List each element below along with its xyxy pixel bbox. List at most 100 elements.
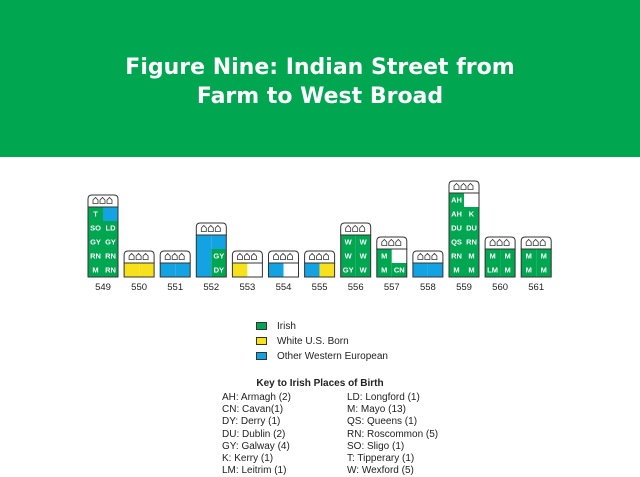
house-554: 554 <box>268 250 299 293</box>
house-outline <box>340 234 372 278</box>
cell-label: AH <box>451 210 462 219</box>
house-number: 551 <box>167 282 183 293</box>
house-cell <box>175 263 191 277</box>
cell-label: M <box>468 252 474 261</box>
house-cell <box>391 249 407 263</box>
house-cell <box>449 221 464 235</box>
house-number: 549 <box>95 282 111 293</box>
chimney-icon <box>237 252 243 260</box>
house-cell <box>211 235 227 249</box>
cell-label: DU <box>466 224 477 233</box>
house-cell <box>449 249 464 263</box>
key-entry: DU: Dublin (2) <box>222 428 286 440</box>
cell-label: M <box>468 266 474 275</box>
house-cell <box>449 235 464 249</box>
house-cell <box>340 263 356 277</box>
house-outline <box>268 262 299 278</box>
chimney-icon <box>388 238 395 246</box>
house-outline <box>484 248 516 278</box>
chimney-icon <box>532 238 539 246</box>
key-entry: SO: Sligo (1) <box>347 440 405 452</box>
house-cell <box>319 263 335 277</box>
cell-label: RN <box>105 252 116 261</box>
house-outline <box>87 206 119 278</box>
house-cell <box>485 249 501 263</box>
house-number: 558 <box>420 282 436 293</box>
house-cell <box>88 207 103 221</box>
cell-label: QS <box>451 238 462 247</box>
house-cell <box>521 263 537 277</box>
chimney-icon <box>164 252 171 260</box>
house-cell <box>340 235 356 249</box>
house-cell <box>464 221 479 235</box>
key-entry: M: Mayo (13) <box>347 404 406 416</box>
key-entry: T: Tipperary (1) <box>347 453 415 465</box>
key-entry: LD: Longford (1) <box>347 392 420 403</box>
cell-label: RN <box>466 238 477 247</box>
house-outline <box>304 262 336 278</box>
key-column-right: LD: Longford (1) M: Mayo (13) QS: Queens… <box>347 392 438 477</box>
house-cell <box>464 193 479 207</box>
chimney-icon <box>171 252 178 260</box>
house-cell <box>211 249 227 263</box>
house-cell <box>464 249 479 263</box>
chimney-icon <box>244 252 250 260</box>
key-title: Key to Irish Places of Birth <box>256 378 384 389</box>
legend-item-us-born: White U.S. Born <box>256 334 388 348</box>
cell-label: RN <box>105 266 116 275</box>
cell-label: DU <box>451 224 462 233</box>
cell-label: AH <box>451 196 462 205</box>
house-outline <box>123 262 155 278</box>
house-552: GY DY 552 <box>195 222 227 293</box>
legend-label-irish: Irish <box>277 320 296 332</box>
house-cell <box>139 263 155 277</box>
house-cell <box>427 263 443 277</box>
house-cell <box>412 263 428 277</box>
key-entry: RN: Roscommon (5) <box>347 428 439 440</box>
house-559: AH AH K DU DU QS RN RN MM M 559 <box>448 180 480 293</box>
legend-swatch-euro <box>256 352 267 360</box>
house-number: 559 <box>456 282 472 293</box>
chimney-icon <box>453 182 460 190</box>
house-cell <box>103 263 118 277</box>
chimney-icon <box>345 224 352 232</box>
chimney-icon <box>359 224 366 232</box>
cell-label: W <box>360 238 368 247</box>
house-cell <box>355 249 371 263</box>
house-cell <box>376 249 392 263</box>
cell-label: M <box>453 266 459 275</box>
house-cell <box>464 207 479 221</box>
cell-label: W <box>360 266 368 275</box>
cell-label: RN <box>90 252 101 261</box>
house-cell <box>449 207 464 221</box>
house-cell <box>196 263 212 277</box>
house-outline <box>231 262 263 278</box>
chimney-icon <box>489 238 496 246</box>
cell-label: M <box>526 252 532 261</box>
house-cell <box>500 263 516 277</box>
cell-label: M <box>541 252 547 261</box>
house-cell <box>391 263 407 277</box>
chimney-icon <box>207 224 214 232</box>
key-column-left: AH: Armagh (2) CN: Cavan(1) DY: Derry (1… <box>222 392 291 477</box>
chimney-icon <box>135 252 142 260</box>
house-cell <box>103 249 118 263</box>
house-cell <box>103 221 118 235</box>
house-number: 553 <box>239 282 255 293</box>
chimney-icon <box>273 252 279 260</box>
title-banner <box>0 0 640 157</box>
legend-label-us-born: White U.S. Born <box>277 335 349 347</box>
key-entry: DY: Derry (1) <box>222 416 281 428</box>
chimney-icon <box>214 224 221 232</box>
chimney-icon <box>323 252 329 260</box>
chimney-icon <box>178 252 185 260</box>
cell-label: M <box>381 266 387 275</box>
chimney-icon <box>395 238 402 246</box>
house-outline <box>195 234 227 278</box>
house-cell <box>268 263 284 277</box>
house-cell <box>376 263 392 277</box>
cell-label: M <box>504 266 510 275</box>
house-560: M M LM M 560 <box>484 236 516 293</box>
cell-label: GY <box>90 238 101 247</box>
